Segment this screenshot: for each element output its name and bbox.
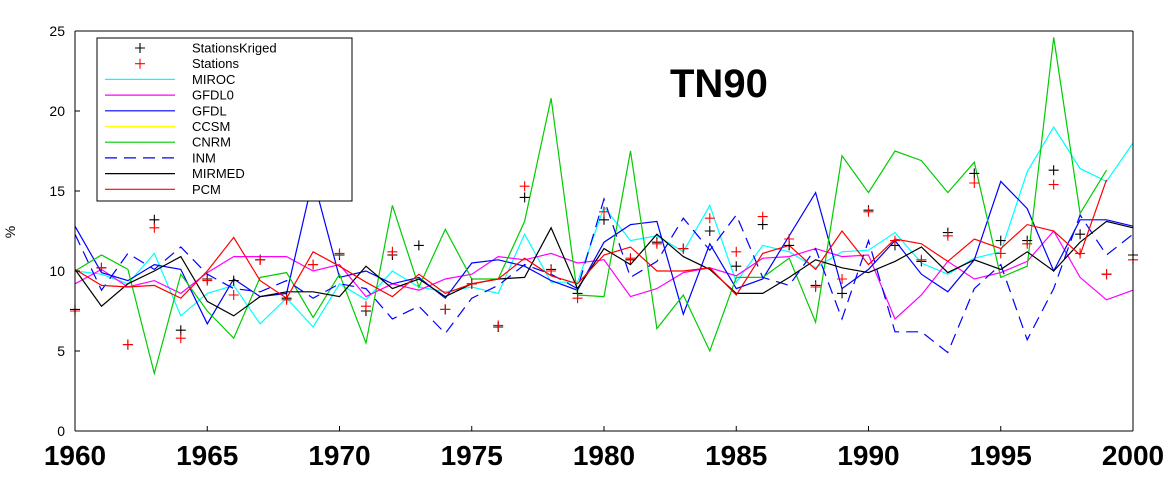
x-tick-label: 1990 (837, 440, 899, 471)
series-line-inm (74, 197, 1134, 354)
marker-stations (757, 211, 768, 222)
series-line-gfdl0 (74, 229, 1134, 321)
x-tick-label: 1985 (705, 440, 767, 471)
marker-stationskriged (704, 226, 715, 236)
marker-stations (546, 266, 557, 276)
series-line-mirmed (74, 220, 1134, 317)
x-tick-label: 1980 (573, 440, 635, 471)
marker-stationskriged (995, 235, 1006, 246)
chart-title: TN90 (670, 62, 768, 106)
marker-stations (519, 181, 530, 192)
marker-stations (1048, 179, 1059, 190)
legend-label: PCM (192, 182, 221, 197)
y-tick-label: 25 (49, 23, 65, 39)
marker-stations (810, 282, 821, 292)
marker-stations (466, 278, 477, 289)
legend-label: CCSM (192, 119, 230, 134)
marker-stations (651, 238, 662, 249)
marker-stationskriged (731, 261, 742, 272)
marker-stations (837, 274, 848, 284)
marker-stations (281, 294, 292, 305)
marker-stations (572, 293, 583, 304)
legend-label: Stations (192, 56, 239, 71)
marker-stationskriged (228, 275, 239, 286)
marker-stations (255, 254, 266, 265)
y-tick-label: 20 (49, 103, 65, 119)
marker-stationskriged (1075, 229, 1086, 240)
x-tick-labels: 1960 1965 1970 1975 1980 1985 1990 1995 2000 (44, 426, 1164, 471)
legend-label: INM (192, 150, 216, 165)
y-tick-label: 15 (49, 183, 65, 199)
marker-stationskriged (969, 168, 980, 179)
marker-stations (731, 246, 742, 257)
y-tick-label: 10 (49, 263, 65, 279)
marker-stationskriged (837, 288, 848, 299)
y-tick-label: 0 (57, 423, 65, 439)
legend-label: GFDL0 (192, 88, 234, 103)
plot-series (74, 37, 1134, 376)
legend-swatch-stationskriged (135, 43, 145, 53)
marker-stations (916, 254, 927, 265)
marker-stations (202, 275, 213, 286)
marker-stations (334, 248, 345, 259)
legend-swatch-stations (135, 58, 145, 69)
marker-stations (995, 248, 1006, 259)
marker-stations (493, 320, 504, 331)
marker-stations (942, 230, 953, 241)
series-line-cnrm (74, 37, 1108, 376)
legend-label: MIRMED (192, 166, 245, 181)
marker-stations (360, 301, 371, 312)
marker-stationskriged (1048, 165, 1059, 176)
marker-stations (149, 222, 160, 233)
marker-stations (122, 339, 133, 350)
x-tick-label: 1970 (308, 440, 370, 471)
x-tick-label: 1960 (44, 440, 106, 471)
marker-stations (308, 259, 319, 270)
marker-stations (704, 213, 715, 224)
marker-stations (969, 178, 980, 188)
y-tick-label: 5 (57, 343, 65, 359)
marker-stations (1101, 269, 1112, 280)
plot-markers (70, 165, 1138, 350)
marker-stationskriged (519, 192, 530, 203)
marker-stations (1022, 238, 1033, 249)
marker-stations (599, 206, 609, 217)
marker-stations (228, 290, 239, 300)
marker-stations (440, 304, 451, 315)
marker-stations (625, 253, 636, 264)
legend-label: StationsKriged (192, 41, 277, 56)
marker-stations (863, 206, 874, 217)
legend-label: MIROC (192, 72, 235, 87)
marker-stations (96, 262, 107, 273)
series-line-pcm (74, 179, 1108, 300)
y-tick-labels: 0 5 10 15 20 25 (49, 23, 80, 439)
marker-stations (175, 333, 186, 344)
marker-stationskriged (413, 240, 424, 251)
marker-stations (678, 243, 689, 254)
x-tick-label: 1995 (970, 440, 1032, 471)
marker-stations (1075, 248, 1086, 259)
marker-stations (784, 234, 795, 244)
x-tick-label: 1965 (176, 440, 238, 471)
legend: StationsKrigedStationsMIROCGFDL0GFDLCCSM… (96, 37, 353, 202)
y-axis-label: % (2, 226, 18, 238)
legend-label: GFDL (192, 103, 227, 118)
marker-stations (387, 246, 398, 257)
legend-label: CNRM (192, 135, 231, 150)
x-tick-label: 1975 (441, 440, 503, 471)
x-tick-label: 2000 (1102, 440, 1164, 471)
marker-stations (889, 235, 900, 246)
